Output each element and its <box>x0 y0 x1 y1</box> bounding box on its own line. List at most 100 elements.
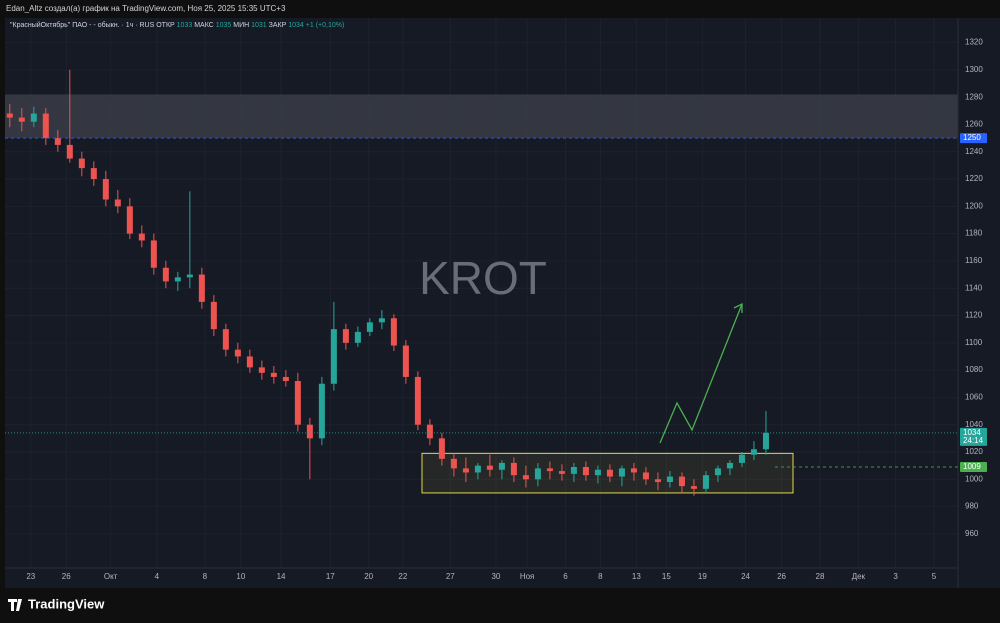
y-tick-label: 1140 <box>965 283 983 292</box>
candle-body <box>102 179 109 200</box>
candle-body <box>618 468 625 477</box>
y-tick-label: 1180 <box>965 229 983 238</box>
x-tick-label: 10 <box>236 572 245 581</box>
candle-body <box>198 274 205 302</box>
candle-body <box>42 113 49 139</box>
candle-body <box>414 376 421 425</box>
y-tick-label: 1300 <box>965 65 983 74</box>
x-tick-label: 5 <box>932 572 937 581</box>
y-tick-label: 1260 <box>965 120 983 129</box>
x-tick-label: 27 <box>446 572 455 581</box>
candle-body <box>258 367 265 373</box>
x-tick-label: 30 <box>491 572 500 581</box>
candle-body <box>390 318 397 346</box>
candle-body <box>546 468 553 472</box>
candle-body <box>750 449 757 455</box>
y-tick-label: 1160 <box>965 256 983 265</box>
candle-body <box>738 454 745 463</box>
legend-item: +1 (+0,10%) <box>306 22 345 29</box>
candle-body <box>450 458 457 469</box>
y-tick-label: 1020 <box>965 447 983 456</box>
candle-body <box>174 277 181 282</box>
candle-body <box>438 438 445 459</box>
x-tick-label: 19 <box>698 572 707 581</box>
x-tick-label: 15 <box>662 572 671 581</box>
candle-body <box>498 462 505 470</box>
candle-body <box>18 117 25 122</box>
logo-icon <box>8 599 22 611</box>
legend-item: 1031 <box>251 22 267 29</box>
candle-body <box>306 424 313 439</box>
x-tick-label: 8 <box>598 572 603 581</box>
header: Edan_Altz создал(а) график на TradingVie… <box>6 4 286 13</box>
y-tick-label: 1080 <box>965 365 983 374</box>
candle-body <box>354 331 361 343</box>
x-tick-label: 6 <box>563 572 568 581</box>
x-tick-label: 8 <box>203 572 208 581</box>
y-tick-label: 1280 <box>965 92 983 101</box>
x-tick-label: 22 <box>398 572 407 581</box>
x-tick-label: 24 <box>741 572 750 581</box>
candle-body <box>714 468 721 476</box>
x-tick-label: Ноя <box>520 572 535 581</box>
candle-body <box>114 199 121 207</box>
price-label: 1009 <box>963 462 981 471</box>
candle-body <box>762 432 769 450</box>
candle-body <box>522 475 529 480</box>
candle-body <box>582 467 589 476</box>
candle-body <box>558 471 565 474</box>
candle-body <box>30 113 37 122</box>
candle-body <box>270 372 277 377</box>
y-tick-label: 1000 <box>965 474 983 483</box>
legend: "КрасныйОктябрь" ПАО - - обыкн. · 1ч · R… <box>10 21 344 29</box>
candle-body <box>378 318 385 323</box>
price-label-box <box>960 427 987 446</box>
candle-body <box>342 329 349 343</box>
zone <box>5 94 958 139</box>
x-tick-label: 3 <box>893 572 898 581</box>
candle-body <box>54 138 61 145</box>
arrow <box>659 303 743 444</box>
legend-item: 1033 <box>177 22 193 29</box>
candle-body <box>222 329 229 350</box>
candle-body <box>366 322 373 332</box>
candle-body <box>90 168 97 180</box>
y-tick-label: 1100 <box>965 338 983 347</box>
candle-body <box>78 158 85 169</box>
watermark: KROT <box>419 252 547 304</box>
y-tick-label: 960 <box>965 529 979 538</box>
candle-body <box>186 274 193 278</box>
x-tick-label: 14 <box>277 572 286 581</box>
price-label: 1250 <box>963 133 981 142</box>
candle-body <box>690 486 697 489</box>
candle-body <box>702 475 709 489</box>
arrow-head <box>733 302 743 313</box>
candle-body <box>462 468 469 473</box>
legend-item: МИН <box>233 22 249 29</box>
plot: KROT <box>5 18 958 568</box>
y-tick-label: 1060 <box>965 393 983 402</box>
candle-body <box>426 424 433 439</box>
footer-logo: TradingView <box>28 596 105 611</box>
x-tick-label: 28 <box>816 572 825 581</box>
candle-body <box>150 240 157 268</box>
candle-body <box>510 462 517 476</box>
x-tick-label: Окт <box>104 572 118 581</box>
legend-item: МАКС <box>194 22 214 29</box>
y-tick-label: 1120 <box>965 311 983 320</box>
legend-item: "КрасныйОктябрь" ПАО - - обыкн. · 1ч · R… <box>10 21 155 29</box>
candle-body <box>126 206 133 234</box>
candle-body <box>630 468 637 473</box>
candle-body <box>594 469 601 476</box>
candle-body <box>666 476 673 483</box>
candle-body <box>330 329 337 384</box>
x-tick-label: 4 <box>155 572 160 581</box>
y-tick-label: 1220 <box>965 174 983 183</box>
y-tick-label: 1040 <box>965 420 983 429</box>
y-tick-label: 1200 <box>965 201 983 210</box>
candle-body <box>402 345 409 377</box>
candle-body <box>234 349 241 357</box>
candle-body <box>570 467 577 474</box>
legend-item: 1034 <box>288 22 304 29</box>
candle-body <box>282 376 289 382</box>
